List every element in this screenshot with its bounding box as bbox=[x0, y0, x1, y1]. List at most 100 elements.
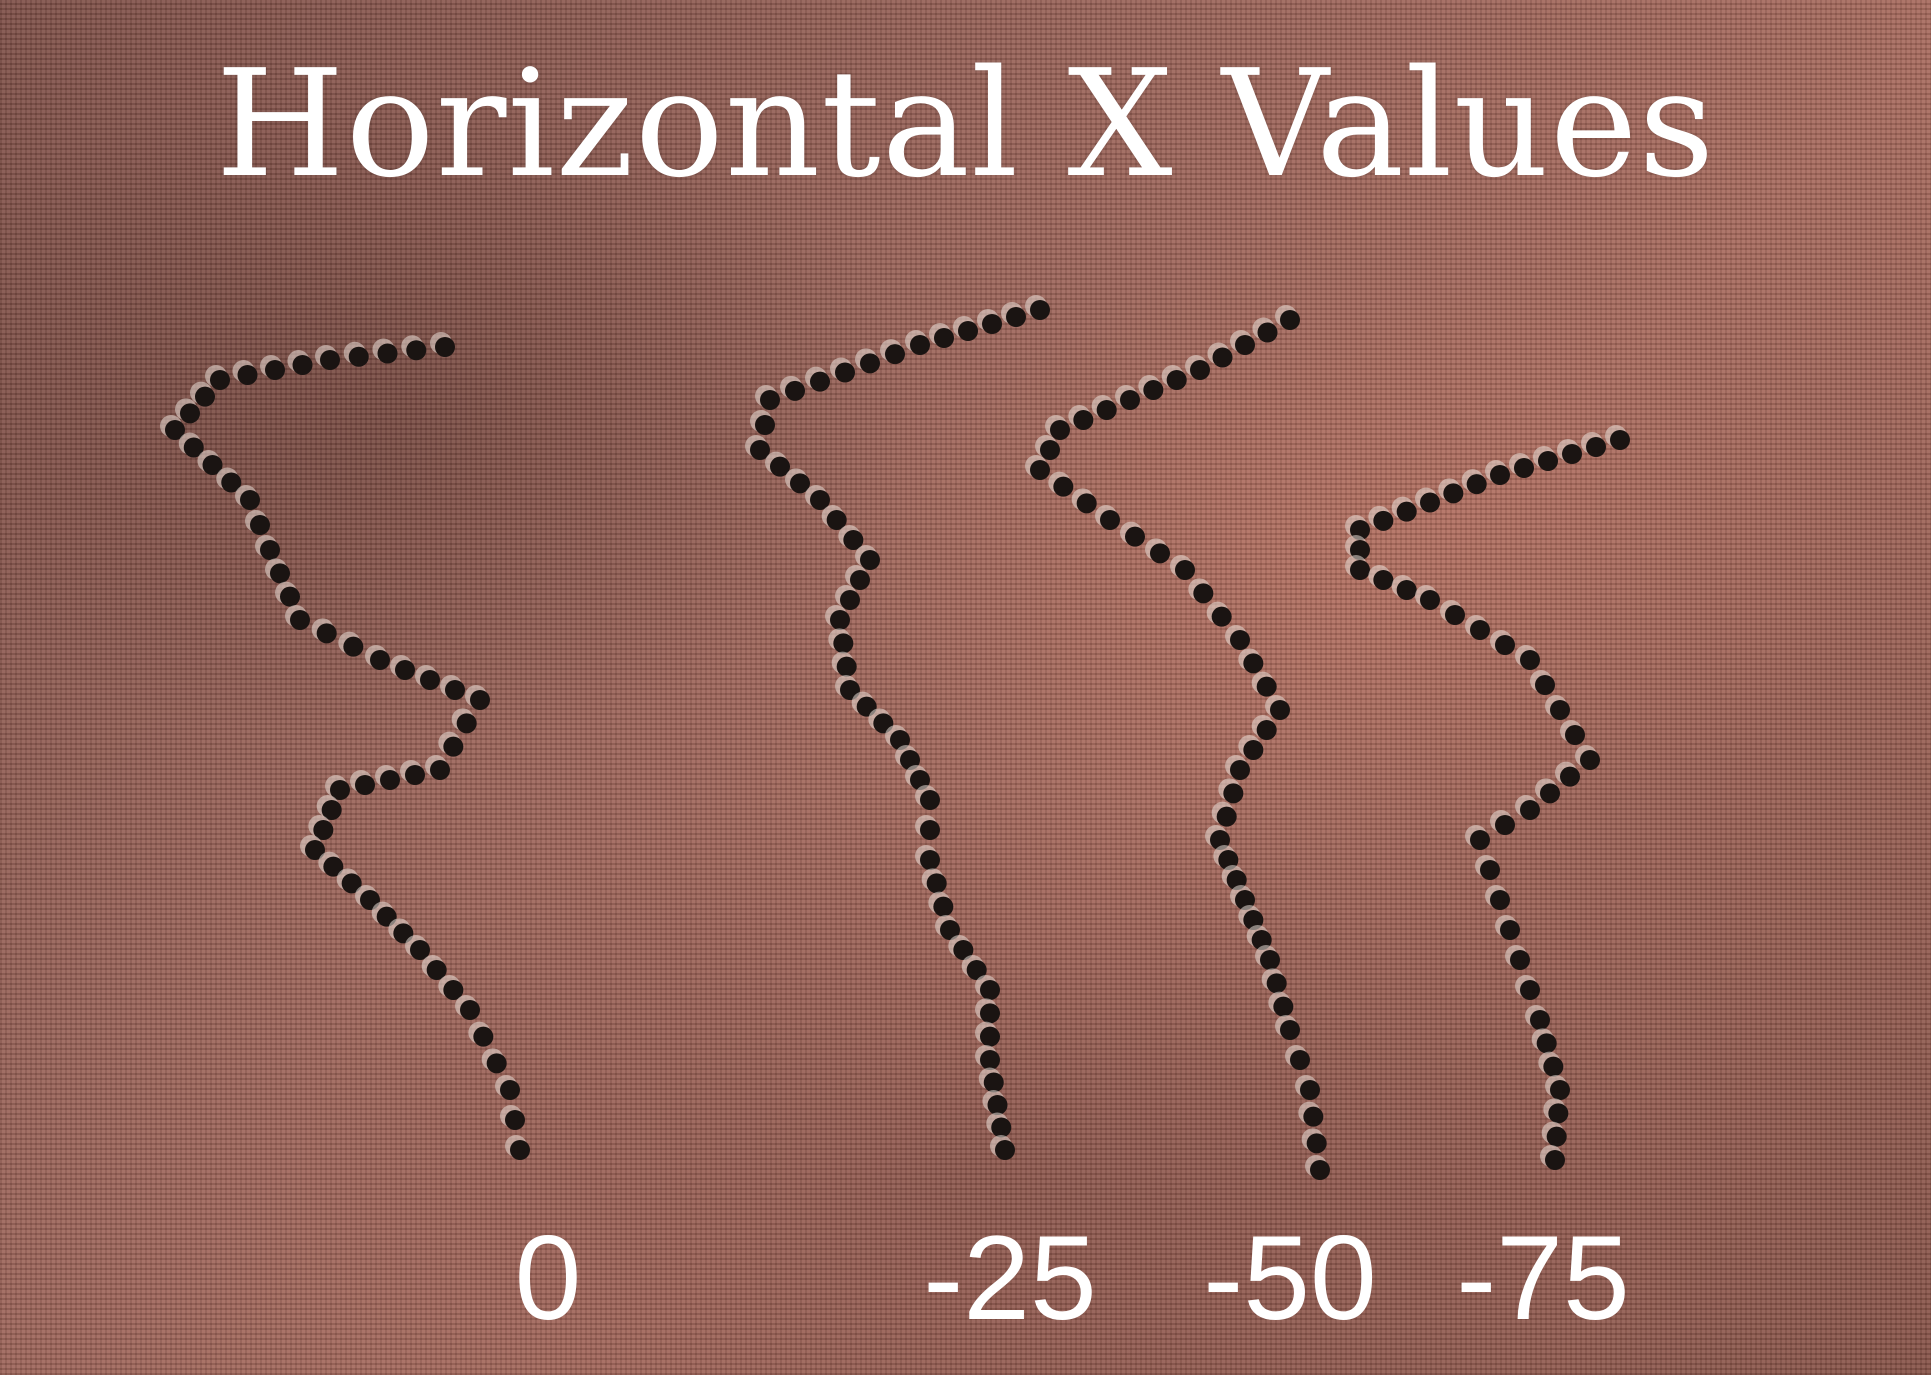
trail-dot bbox=[910, 770, 930, 790]
trail-dot bbox=[1562, 444, 1582, 464]
trail-dot bbox=[1543, 1056, 1564, 1077]
trail-dot bbox=[420, 670, 440, 690]
trail-dot bbox=[348, 346, 369, 367]
trail-dot bbox=[1550, 700, 1570, 720]
trail-dot bbox=[1150, 543, 1170, 564]
trail-dot bbox=[1290, 1050, 1310, 1070]
trail-dot bbox=[202, 455, 223, 475]
trail-dot bbox=[750, 440, 770, 460]
trail-dot bbox=[833, 633, 854, 654]
trail-dot bbox=[435, 337, 455, 357]
x-label-minus-75: -75 bbox=[1456, 1211, 1630, 1345]
trail-dot bbox=[406, 340, 427, 361]
trail-dot bbox=[395, 660, 415, 680]
trail-dot bbox=[1565, 725, 1585, 745]
trail-dot bbox=[1096, 400, 1117, 420]
trail-dot bbox=[370, 650, 390, 670]
trail-dot bbox=[1053, 476, 1074, 497]
trail-dot bbox=[221, 472, 242, 493]
trail-dot bbox=[987, 1095, 1008, 1115]
x-label-minus-50: -50 bbox=[1203, 1211, 1377, 1345]
trail-dot bbox=[830, 610, 850, 630]
trail-dot bbox=[1510, 950, 1530, 970]
trail-dot bbox=[321, 800, 342, 820]
trail-dot bbox=[460, 1000, 480, 1020]
trail-dot bbox=[1538, 451, 1558, 471]
trail-dot bbox=[1270, 700, 1290, 720]
trail-dot bbox=[1490, 465, 1510, 485]
trail-dot bbox=[250, 515, 270, 535]
trail-dot bbox=[355, 775, 375, 795]
trail-dot bbox=[1223, 783, 1244, 804]
x-label-0: 0 bbox=[514, 1211, 582, 1345]
trail-dot bbox=[1560, 766, 1580, 787]
trail-dot bbox=[1166, 370, 1187, 390]
trail-dot bbox=[1143, 380, 1164, 400]
trail-dot bbox=[920, 850, 940, 870]
trail-dot bbox=[443, 736, 464, 757]
trail-dot bbox=[1210, 830, 1230, 850]
trail-dot bbox=[210, 370, 230, 390]
trail-dot bbox=[835, 362, 855, 383]
trail-dot bbox=[505, 1110, 525, 1130]
trail-dot bbox=[1530, 1010, 1550, 1030]
trail-dot bbox=[826, 510, 847, 530]
trail-dot bbox=[1306, 1133, 1327, 1154]
trail-dot bbox=[1260, 950, 1280, 970]
trail-dot bbox=[1230, 760, 1250, 780]
trail-dot bbox=[1520, 980, 1540, 1000]
trail-dot bbox=[1300, 1080, 1320, 1100]
x-label-minus-25: -25 bbox=[923, 1211, 1097, 1345]
trail-dot bbox=[320, 350, 340, 370]
trail-dot bbox=[1303, 1106, 1324, 1127]
trail-dot bbox=[790, 473, 810, 494]
trail-dot bbox=[1420, 492, 1440, 513]
trail-dot bbox=[313, 820, 334, 840]
trail-dot bbox=[1350, 540, 1370, 560]
trail-dot bbox=[1350, 520, 1370, 540]
trail-dot bbox=[1280, 310, 1300, 330]
trail-dot bbox=[982, 314, 1002, 334]
trail-dot bbox=[510, 1140, 530, 1160]
trail-dot bbox=[1243, 910, 1264, 930]
trail-dot bbox=[240, 490, 260, 510]
trail-dot bbox=[953, 940, 974, 960]
trail-dot bbox=[1490, 890, 1510, 910]
trail-dot bbox=[1256, 676, 1277, 697]
trail-dot bbox=[1500, 920, 1520, 940]
trail-dot bbox=[995, 1140, 1015, 1160]
trail-dot bbox=[500, 1080, 520, 1100]
trail-dot bbox=[323, 856, 344, 877]
trail-dot bbox=[330, 780, 350, 800]
trail-dot bbox=[292, 355, 313, 375]
trail-dot bbox=[1030, 300, 1050, 320]
trail-dot bbox=[920, 820, 940, 840]
trail-dot bbox=[890, 730, 910, 750]
trail-dot bbox=[430, 760, 450, 780]
trail-dot bbox=[405, 765, 425, 785]
trail-dot bbox=[885, 344, 905, 365]
trail-dot bbox=[1550, 1080, 1570, 1100]
trail-dot bbox=[1420, 590, 1440, 610]
trail-dot bbox=[1193, 583, 1214, 604]
trail-dot bbox=[1310, 1160, 1330, 1180]
dot-trail-3 bbox=[1025, 305, 1330, 1180]
trail-dot bbox=[1006, 307, 1026, 327]
trail-dot bbox=[1535, 675, 1555, 695]
trail-dot bbox=[183, 437, 204, 458]
trail-dot bbox=[980, 1050, 1000, 1070]
trail-dot bbox=[1586, 437, 1606, 457]
trail-dot bbox=[770, 456, 790, 477]
trail-dot bbox=[1125, 526, 1145, 547]
trail-dot bbox=[1120, 390, 1140, 410]
trail-dot bbox=[1243, 653, 1264, 674]
trail-dot bbox=[850, 570, 870, 590]
trail-dot bbox=[934, 328, 954, 348]
trail-dot bbox=[1548, 1103, 1569, 1124]
trail-dot bbox=[180, 403, 200, 424]
trail-dot bbox=[1257, 322, 1278, 343]
trail-dot bbox=[280, 586, 300, 607]
trail-dot bbox=[470, 690, 490, 710]
trail-dot bbox=[1443, 483, 1464, 504]
